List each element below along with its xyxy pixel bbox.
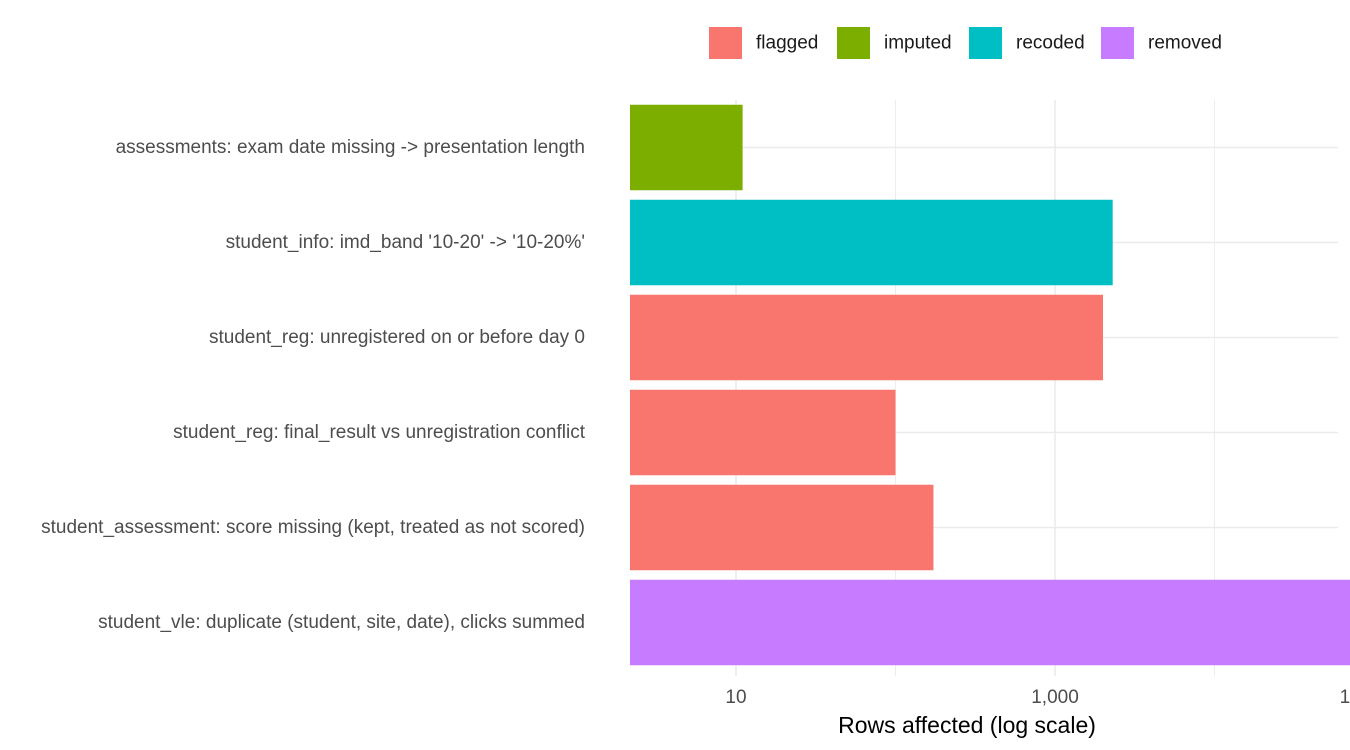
bar	[630, 579, 1350, 666]
y-tick-label: student_assessment: score missing (kept,…	[41, 517, 585, 538]
legend-label-flagged: flagged	[756, 33, 818, 54]
bar	[630, 484, 934, 571]
bar	[630, 294, 1104, 381]
x-axis-title: Rows affected (log scale)	[838, 712, 1096, 738]
bars	[630, 104, 1350, 666]
legend: flagged imputed recoded removed	[709, 27, 1222, 59]
bar	[630, 199, 1113, 286]
bar	[630, 104, 743, 191]
legend-label-imputed: imputed	[884, 33, 952, 54]
y-tick-label: student_reg: unregistered on or before d…	[209, 327, 585, 348]
y-tick-label: student_reg: final_result vs unregistrat…	[173, 422, 586, 443]
y-axis-labels: assessments: exam date missing -> presen…	[41, 137, 586, 633]
legend-label-recoded: recoded	[1016, 33, 1085, 54]
legend-key-imputed	[837, 27, 870, 59]
x-tick-label: 1,000	[1031, 687, 1079, 708]
bar	[630, 389, 896, 476]
legend-key-flagged	[709, 27, 742, 59]
x-axis-labels: 10 1,000 100,000	[725, 687, 1350, 708]
y-tick-label: assessments: exam date missing -> presen…	[116, 137, 585, 158]
legend-key-removed	[1101, 27, 1134, 59]
y-tick-label: student_info: imd_band '10-20' -> '10-20…	[226, 232, 585, 253]
x-tick-label: 100,000	[1340, 687, 1350, 708]
y-tick-label: student_vle: duplicate (student, site, d…	[98, 612, 585, 633]
x-tick-label: 10	[725, 687, 746, 708]
legend-key-recoded	[969, 27, 1002, 59]
legend-label-removed: removed	[1148, 33, 1222, 54]
